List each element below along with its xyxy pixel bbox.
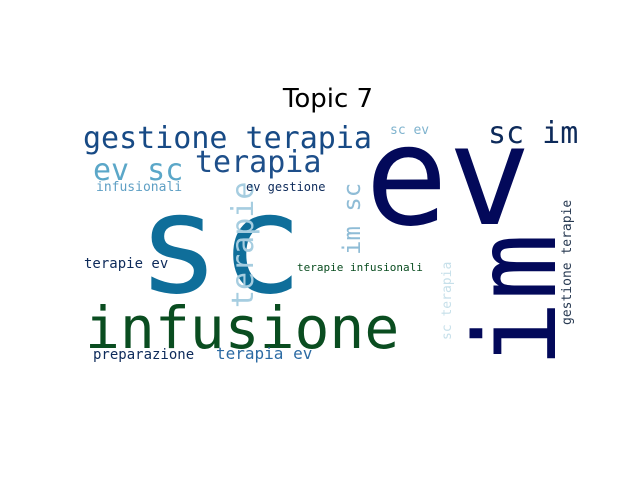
cloud-word-im: im	[452, 233, 582, 368]
cloud-word-gestione-terapie: gestione terapie	[560, 200, 575, 325]
cloud-word-sc-im: sc im	[488, 116, 578, 151]
cloud-word-sc-terapia: sc terapia	[440, 262, 455, 340]
cloud-word-gestione-terapia: gestione terapia	[83, 121, 372, 156]
cloud-word-sc-ev: sc ev	[390, 123, 429, 138]
cloud-word-terapie-ev: terapie ev	[84, 256, 168, 272]
cloud-word-terapia-ev: terapia ev	[216, 344, 312, 363]
cloud-word-sc: sc	[137, 164, 303, 325]
cloud-word-infusione: infusione	[85, 294, 399, 362]
cloud-word-terapia: terapia	[195, 145, 321, 180]
cloud-word-terapie: terapie	[226, 182, 261, 308]
cloud-word-terapie-infusionali: terapie infusionali	[297, 261, 423, 274]
figure-title: Topic 7	[282, 84, 374, 114]
cloud-word-ev: ev	[365, 96, 531, 257]
cloud-word-im-sc: im sc	[338, 183, 366, 255]
cloud-word-ev-gestione: ev gestione	[246, 180, 325, 194]
cloud-word-infusionali: infusionali	[96, 180, 182, 195]
cloud-word-preparazione: preparazione	[93, 347, 194, 363]
cloud-word-ev-sc: ev sc	[93, 153, 183, 188]
